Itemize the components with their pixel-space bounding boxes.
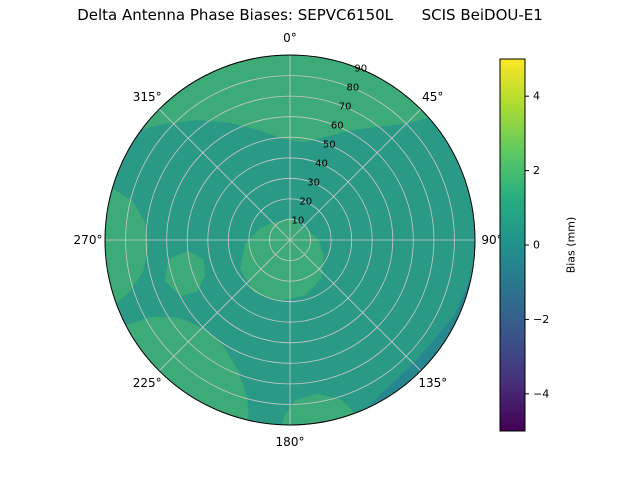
chart-title: Delta Antenna Phase Biases: SEPVC6150L S…: [77, 6, 543, 24]
bias-region-south-outer-positive-patch: [279, 393, 364, 425]
bias-region-west-edge-positive-patch: [105, 182, 149, 310]
radial-tick-label: 50: [323, 140, 336, 151]
radial-tick-labels: 10 20 30 40 50 60 70 80 90: [292, 64, 368, 227]
radial-tick-label: 80: [347, 83, 360, 94]
angular-tick-label: 315°: [133, 90, 162, 104]
colorbar-axis-label: Bias (mm): [565, 217, 578, 274]
colorbar-gradient: [499, 58, 526, 432]
angular-tick-label: 45°: [422, 90, 443, 104]
colorbar-tick-label: 0: [533, 239, 540, 252]
colorbar-tick-label: 2: [533, 164, 540, 177]
angular-tick-label: 135°: [418, 376, 447, 390]
radial-tick-label: 90: [354, 64, 367, 75]
radial-tick-label: 70: [339, 102, 352, 113]
colorbar-tick-label: −4: [533, 387, 549, 400]
angular-tick-label: 225°: [133, 376, 162, 390]
colorbar: 4 2 0 −2 −4 Bias (mm): [499, 58, 578, 432]
radial-tick-label: 40: [315, 159, 328, 170]
angular-tick-label: 270°: [74, 233, 103, 247]
bias-region-southwest-outer-positive-patch: [116, 316, 250, 425]
angular-tick-label: 180°: [276, 435, 305, 449]
plot-boundary: [104, 54, 476, 426]
radial-tick-label: 30: [307, 178, 320, 189]
polar-grid: [104, 54, 476, 426]
angular-tick-label: 0°: [283, 31, 297, 45]
angular-tick-label: 90°: [481, 233, 502, 247]
angular-tick-labels: 0° 45° 90° 135° 180° 225° 270° 315°: [74, 31, 503, 449]
colorbar-tick-label: −2: [533, 313, 549, 326]
radial-tick-label: 20: [299, 197, 312, 208]
colorbar-tick-label: 4: [533, 90, 540, 103]
radial-tick-label: 60: [331, 121, 344, 132]
radial-tick-label: 10: [292, 216, 305, 227]
